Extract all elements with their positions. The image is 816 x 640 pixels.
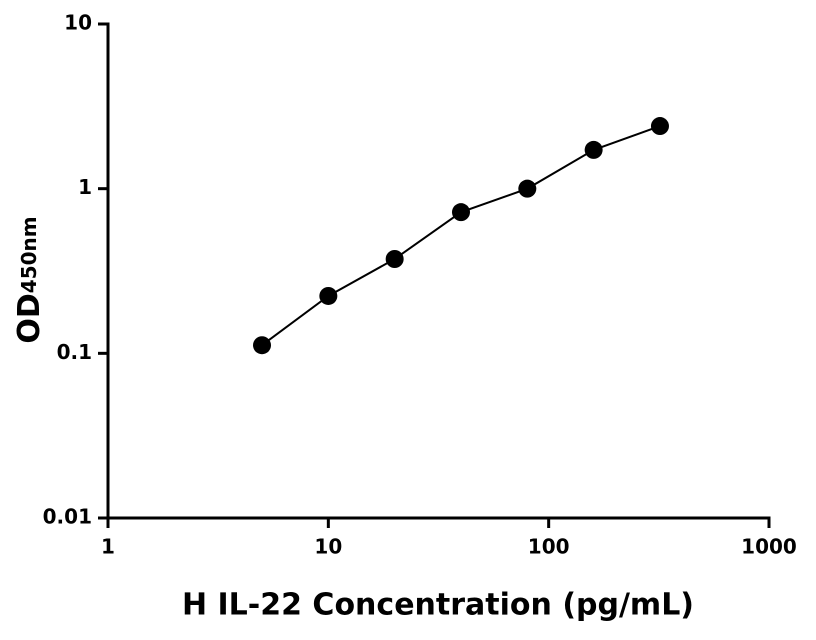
data-point	[253, 336, 272, 355]
y-axis-label-sub: 450nm	[17, 216, 41, 293]
x-tick-label: 1000	[741, 535, 797, 559]
fit-line	[261, 125, 661, 347]
data-point	[451, 203, 470, 222]
y-tick-label: 1	[78, 175, 92, 199]
x-axis-label: H IL-22 Concentration (pg/mL)	[182, 588, 694, 623]
x-tick-label: 10	[314, 535, 342, 559]
y-axis-label: OD450nm	[12, 216, 47, 343]
x-tick-label: 1	[101, 535, 115, 559]
x-tick-label: 100	[528, 535, 570, 559]
y-tick-label: 10	[64, 11, 92, 35]
data-point	[650, 117, 669, 136]
data-point	[584, 140, 603, 159]
data-point	[385, 250, 404, 269]
y-tick-label: 0.01	[43, 505, 92, 529]
y-tick-label: 0.1	[57, 340, 92, 364]
data-point	[319, 286, 338, 305]
data-point	[518, 179, 537, 198]
y-axis-label-main: OD	[12, 293, 47, 343]
